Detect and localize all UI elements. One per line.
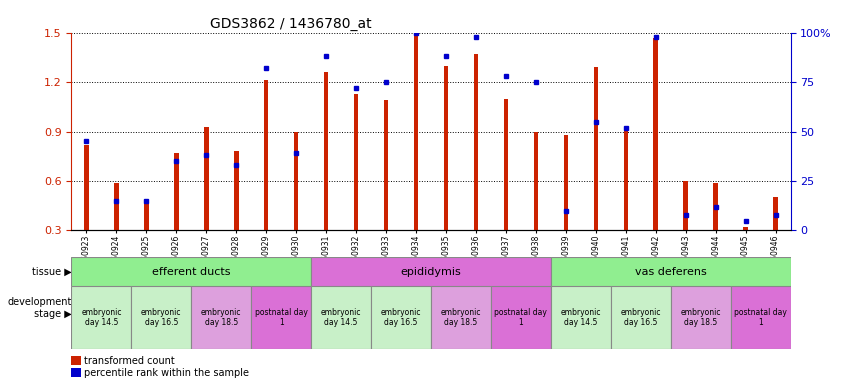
Text: efferent ducts: efferent ducts: [152, 266, 230, 277]
Text: vas deferens: vas deferens: [635, 266, 706, 277]
Bar: [713, 183, 718, 230]
Bar: [383, 100, 389, 230]
Text: embryonic
day 18.5: embryonic day 18.5: [680, 308, 721, 328]
Text: embryonic
day 18.5: embryonic day 18.5: [441, 308, 481, 328]
Bar: [684, 181, 688, 230]
Bar: [670, 286, 731, 349]
Bar: [144, 201, 149, 230]
Bar: [743, 227, 748, 230]
Text: embryonic
day 14.5: embryonic day 14.5: [321, 308, 362, 328]
Bar: [473, 54, 479, 230]
Bar: [563, 135, 568, 230]
Bar: [431, 286, 491, 349]
Bar: [294, 131, 299, 230]
Bar: [653, 38, 658, 230]
Bar: [611, 286, 670, 349]
Bar: [114, 183, 119, 230]
Bar: [414, 34, 418, 230]
Bar: [774, 197, 778, 230]
Bar: [204, 127, 209, 230]
Text: development
stage ▶: development stage ▶: [7, 298, 71, 319]
Bar: [731, 286, 791, 349]
Bar: [234, 151, 239, 230]
Text: embryonic
day 16.5: embryonic day 16.5: [621, 308, 661, 328]
Text: GDS3862 / 1436780_at: GDS3862 / 1436780_at: [210, 17, 372, 31]
Bar: [551, 286, 611, 349]
Text: tissue ▶: tissue ▶: [32, 266, 71, 277]
Bar: [71, 257, 311, 286]
Text: postnatal day
1: postnatal day 1: [495, 308, 547, 328]
Text: embryonic
day 18.5: embryonic day 18.5: [201, 308, 241, 328]
Bar: [311, 257, 551, 286]
Bar: [594, 67, 598, 230]
Text: postnatal day
1: postnatal day 1: [734, 308, 787, 328]
Text: transformed count: transformed count: [84, 356, 175, 366]
Bar: [131, 286, 191, 349]
Bar: [71, 368, 81, 377]
Text: epididymis: epididymis: [400, 266, 462, 277]
Bar: [71, 286, 131, 349]
Text: embryonic
day 14.5: embryonic day 14.5: [561, 308, 601, 328]
Bar: [623, 130, 628, 230]
Bar: [174, 153, 178, 230]
Bar: [371, 286, 431, 349]
Bar: [251, 286, 311, 349]
Bar: [491, 286, 551, 349]
Text: embryonic
day 14.5: embryonic day 14.5: [82, 308, 122, 328]
Bar: [534, 131, 538, 230]
Bar: [71, 356, 81, 366]
Bar: [354, 94, 358, 230]
Bar: [264, 80, 268, 230]
Bar: [324, 72, 328, 230]
Text: percentile rank within the sample: percentile rank within the sample: [84, 368, 249, 378]
Text: postnatal day
1: postnatal day 1: [255, 308, 308, 328]
Text: embryonic
day 16.5: embryonic day 16.5: [381, 308, 421, 328]
Bar: [84, 145, 88, 230]
Bar: [444, 66, 448, 230]
Bar: [311, 286, 371, 349]
Bar: [551, 257, 791, 286]
Bar: [191, 286, 251, 349]
Bar: [504, 99, 508, 230]
Text: embryonic
day 16.5: embryonic day 16.5: [141, 308, 182, 328]
